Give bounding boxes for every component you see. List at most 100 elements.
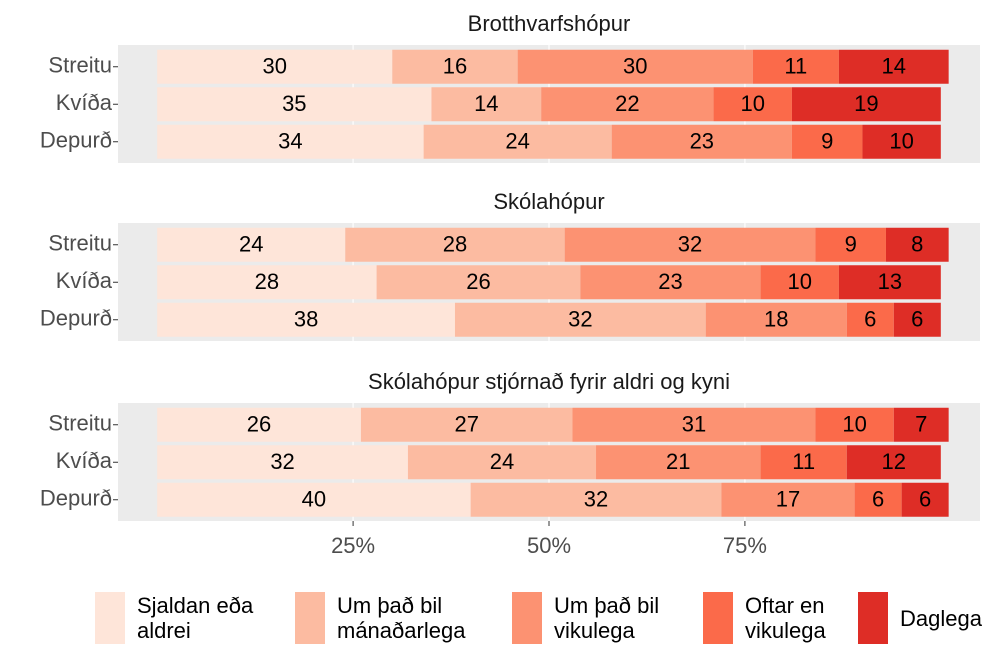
legend-key bbox=[95, 592, 125, 644]
bar-segment bbox=[893, 407, 949, 442]
data-label: 6 bbox=[919, 487, 931, 512]
data-label: 32 bbox=[678, 232, 702, 257]
category-label: Depurð bbox=[40, 306, 112, 331]
bar-segment bbox=[596, 445, 761, 480]
data-label: 27 bbox=[454, 412, 478, 437]
data-label: 10 bbox=[788, 269, 812, 294]
bar-segment bbox=[564, 227, 816, 262]
legend-item: Daglega bbox=[858, 590, 1005, 646]
bar-segment bbox=[846, 302, 894, 337]
data-label: 6 bbox=[872, 487, 884, 512]
bar-segment bbox=[157, 227, 346, 262]
legend-key bbox=[703, 592, 733, 644]
data-label: 6 bbox=[911, 307, 923, 332]
data-label: 30 bbox=[623, 54, 647, 79]
data-label: 38 bbox=[294, 307, 318, 332]
bar-segment bbox=[517, 49, 753, 84]
bar-segment bbox=[846, 445, 941, 480]
bar-segment bbox=[885, 227, 949, 262]
data-label: 26 bbox=[466, 269, 490, 294]
bar-segment bbox=[760, 265, 839, 300]
category-label: Streitu bbox=[48, 231, 112, 256]
legend-label: Daglega bbox=[900, 605, 982, 631]
bar-segment bbox=[815, 407, 894, 442]
bar-segment bbox=[760, 445, 847, 480]
bar-segment bbox=[360, 407, 573, 442]
bar-segment bbox=[815, 227, 886, 262]
data-label: 24 bbox=[490, 449, 514, 474]
legend-key bbox=[512, 592, 542, 644]
bar-segment bbox=[752, 49, 839, 84]
bar-segment bbox=[580, 265, 761, 300]
data-label: 17 bbox=[776, 487, 800, 512]
category-label: Depurð bbox=[40, 128, 112, 153]
bar-segment bbox=[611, 124, 792, 159]
data-label: 13 bbox=[878, 269, 902, 294]
data-label: 12 bbox=[882, 449, 906, 474]
panel-title: Skólahópur bbox=[493, 189, 604, 214]
data-label: 31 bbox=[682, 412, 706, 437]
legend-label: Oftar en vikulega bbox=[745, 593, 826, 643]
bar-segment bbox=[721, 482, 855, 517]
data-label: 23 bbox=[690, 129, 714, 154]
category-label: Kvíða bbox=[56, 448, 113, 473]
bar-segment bbox=[470, 482, 722, 517]
legend-key bbox=[295, 592, 325, 644]
bar-segment bbox=[901, 482, 949, 517]
data-label: 40 bbox=[302, 487, 326, 512]
data-label: 34 bbox=[278, 129, 302, 154]
bar-segment bbox=[454, 302, 706, 337]
bar-segment bbox=[572, 407, 816, 442]
bar-segment bbox=[157, 49, 393, 84]
data-label: 11 bbox=[784, 54, 807, 79]
bar-segment bbox=[713, 87, 792, 122]
bar-segment bbox=[705, 302, 847, 337]
bar-segment bbox=[838, 265, 941, 300]
bar-segment bbox=[345, 227, 565, 262]
legend-item: Oftar en vikulega bbox=[703, 590, 855, 646]
bar-segment bbox=[791, 87, 941, 122]
category-label: Streitu bbox=[48, 53, 112, 78]
data-label: 21 bbox=[666, 449, 690, 474]
data-label: 35 bbox=[282, 91, 306, 116]
data-label: 7 bbox=[915, 412, 927, 437]
bar-segment bbox=[862, 124, 941, 159]
category-label: Kvíða bbox=[56, 90, 113, 115]
data-label: 23 bbox=[658, 269, 682, 294]
bar-segment bbox=[157, 445, 408, 480]
data-label: 11 bbox=[792, 449, 815, 474]
data-label: 8 bbox=[911, 232, 923, 257]
bar-segment bbox=[392, 49, 518, 84]
data-label: 32 bbox=[584, 487, 608, 512]
data-label: 10 bbox=[842, 412, 866, 437]
bar-segment bbox=[893, 302, 941, 337]
legend-item: Sjaldan eða aldrei bbox=[95, 590, 287, 646]
data-label: 30 bbox=[262, 54, 286, 79]
data-label: 28 bbox=[255, 269, 279, 294]
legend-label: Um það bil vikulega bbox=[554, 593, 660, 643]
bar-segment bbox=[157, 482, 471, 517]
data-label: 10 bbox=[889, 129, 913, 154]
legend-label: Sjaldan eða aldrei bbox=[137, 593, 254, 643]
category-label: Streitu bbox=[48, 411, 112, 436]
bar-segment bbox=[423, 124, 612, 159]
legend-label: Um það bil mánaðarlega bbox=[337, 593, 466, 643]
data-label: 14 bbox=[882, 54, 906, 79]
data-label: 32 bbox=[270, 449, 294, 474]
bar-segment bbox=[157, 124, 424, 159]
data-label: 6 bbox=[864, 307, 876, 332]
x-tick-label: 50% bbox=[527, 533, 571, 558]
data-label: 9 bbox=[821, 129, 833, 154]
x-tick-label: 75% bbox=[723, 533, 767, 558]
data-label: 18 bbox=[764, 307, 788, 332]
category-label: Depurð bbox=[40, 486, 112, 511]
bar-segment bbox=[838, 49, 949, 84]
panel-title: Brotthvarfshópur bbox=[468, 11, 631, 36]
data-label: 24 bbox=[505, 129, 529, 154]
data-label: 14 bbox=[474, 91, 498, 116]
bar-segment bbox=[854, 482, 902, 517]
bar-segment bbox=[431, 87, 542, 122]
bar-segment bbox=[407, 445, 597, 480]
